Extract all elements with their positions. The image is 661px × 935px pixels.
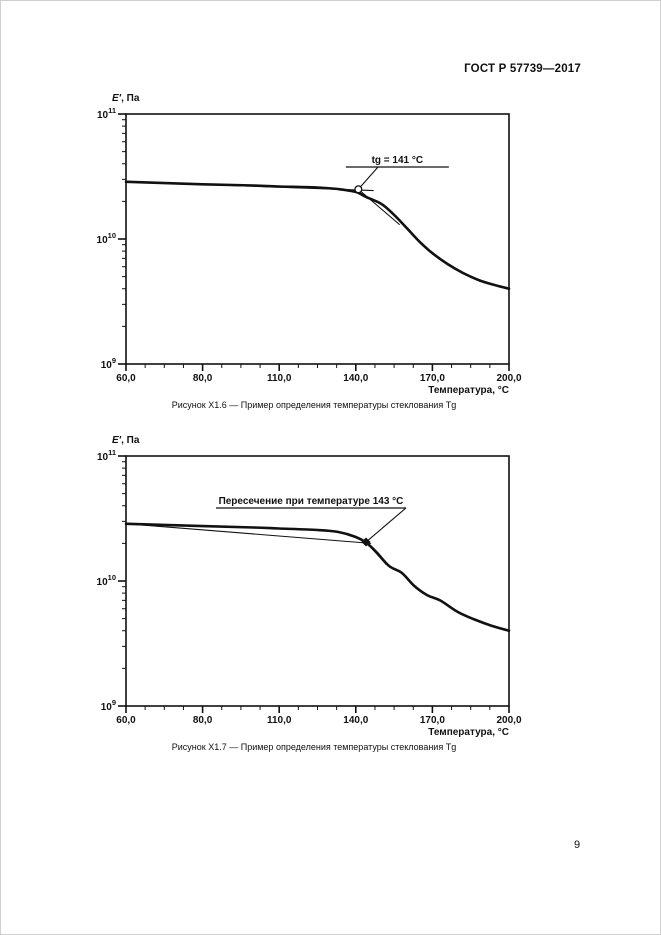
x-tick-label: 200,0 — [496, 373, 521, 384]
figure-x17: 60,0 80,0 110,0 140,0 170,0 200,0 109 1010 1011 E… — [89, 428, 539, 752]
x-tick-label: 170,0 — [420, 373, 445, 384]
x-tick-label: 60,0 — [116, 373, 136, 384]
y-tick-label: 1010 — [97, 573, 116, 588]
y-axis-title: E′, Па — [112, 435, 140, 446]
annotation-label: tg = 141 °С — [372, 155, 424, 166]
x-tick-label: 110,0 — [267, 373, 292, 384]
y-tick-label: 1010 — [97, 231, 116, 246]
document-header-title: ГОСТ Р 57739—2017 — [464, 63, 581, 75]
x-axis-title: Температура, °С — [428, 727, 509, 738]
annotation-leader-line — [357, 166, 379, 190]
figure-x16-caption: Рисунок Х1.6 — Пример определения темпер… — [171, 400, 457, 410]
intersection-marker — [354, 185, 363, 194]
modulus-curve — [124, 522, 511, 632]
plot-frame — [125, 113, 510, 365]
x-tick-label: 60,0 — [116, 715, 136, 726]
x-axis-title: Температура, °С — [428, 385, 509, 396]
figure-x17-caption: Рисунок Х1.7 — Пример определения темпер… — [171, 742, 457, 752]
figure-x17-chart: 60,0 80,0 110,0 140,0 170,0 200,0 109 1010 1011 E… — [97, 435, 522, 738]
figure-x16: 60,0 80,0 110,0 140,0 170,0 200,0 109 1010 1011 E… — [89, 86, 539, 410]
y-tick-label: 1011 — [97, 448, 116, 463]
modulus-curve — [124, 180, 511, 290]
y-tick-label: 109 — [101, 356, 116, 371]
x-tick-label: 140,0 — [343, 373, 368, 384]
page-number: 9 — [573, 839, 581, 851]
y-tick-label: 1011 — [97, 106, 116, 121]
y-axis-title: E′, Па — [112, 93, 140, 104]
tangent-line — [357, 188, 401, 226]
y-tick-label: 109 — [101, 698, 116, 713]
x-tick-label: 80,0 — [193, 715, 213, 726]
plot-frame — [125, 455, 510, 707]
x-tick-label: 170,0 — [420, 715, 445, 726]
x-tick-label: 110,0 — [267, 715, 292, 726]
figure-x16-chart: 60,0 80,0 110,0 140,0 170,0 200,0 109 1010 1011 E… — [97, 93, 522, 396]
annotation-leader-line — [365, 507, 407, 543]
x-tick-label: 80,0 — [193, 373, 213, 384]
x-tick-label: 200,0 — [496, 715, 521, 726]
annotation-label: Пересечение при температуре 143 °С — [219, 496, 404, 507]
tangent-line — [125, 523, 372, 544]
x-tick-label: 140,0 — [343, 715, 368, 726]
